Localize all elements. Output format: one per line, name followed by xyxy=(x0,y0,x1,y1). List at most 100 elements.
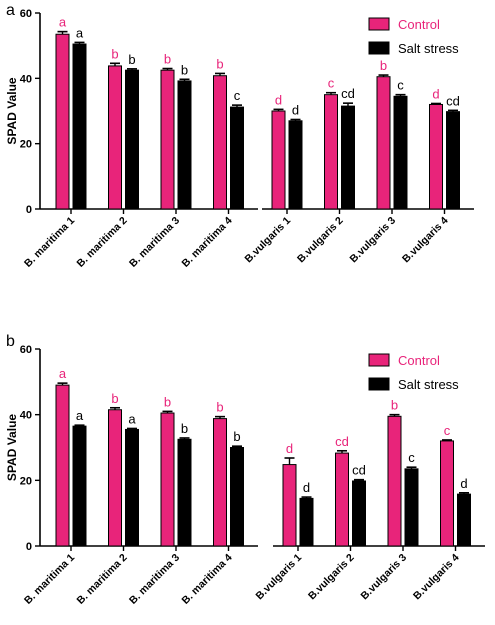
significance-label: cd xyxy=(352,463,366,478)
y-tick-label: 40 xyxy=(20,410,32,422)
y-tick-label: 60 xyxy=(20,344,32,356)
panel-letter: a xyxy=(6,2,15,19)
bar-salt-stress xyxy=(352,480,366,547)
bar-control xyxy=(271,110,286,210)
x-tick-label: B.vulgaris 4 xyxy=(400,215,451,266)
significance-label: d xyxy=(275,92,282,107)
bar-salt-stress xyxy=(446,111,460,210)
significance-label: cd xyxy=(446,93,460,108)
significance-label: b xyxy=(164,394,171,409)
bar-salt-stress xyxy=(125,69,139,210)
significance-label: cd xyxy=(335,434,349,449)
x-tick-label: B. maritima 2 xyxy=(75,552,130,607)
significance-label: cd xyxy=(341,86,355,101)
x-tick-label: B. maritima 1 xyxy=(22,215,77,270)
significance-label: d xyxy=(460,476,467,491)
x-tick-label: B.vulgaris 3 xyxy=(348,215,399,266)
bar-salt-stress xyxy=(299,497,314,547)
x-tick-label: B. maritima 4 xyxy=(180,215,235,270)
significance-label: b xyxy=(181,421,188,436)
legend-swatch xyxy=(368,17,390,31)
x-tick-label: B. maritima 2 xyxy=(75,215,130,270)
significance-label: c xyxy=(397,78,404,93)
significance-label: b xyxy=(380,58,387,73)
significance-label: a xyxy=(59,15,67,30)
y-tick-label: 20 xyxy=(20,139,32,151)
bar-control xyxy=(282,464,297,547)
bar-control xyxy=(55,384,70,547)
significance-label: b xyxy=(164,52,171,67)
legend-swatch xyxy=(368,41,390,55)
x-tick-label: B.vulgaris 1 xyxy=(254,552,305,603)
x-tick-label: B.vulgaris 1 xyxy=(243,215,294,266)
bar-salt-stress xyxy=(177,80,192,210)
y-tick-label: 20 xyxy=(20,475,32,487)
y-tick-label: 0 xyxy=(26,204,32,216)
bar-salt-stress xyxy=(341,105,355,210)
bar-salt-stress xyxy=(404,468,419,547)
legend-swatch xyxy=(368,353,390,367)
bar-control xyxy=(55,33,70,210)
bar-salt-stress xyxy=(72,43,87,210)
x-tick-label: B. maritima 3 xyxy=(127,552,182,607)
y-axis-label: SPAD Value xyxy=(5,414,19,481)
bar-salt-stress xyxy=(230,447,244,547)
x-tick-label: B.vulgaris 2 xyxy=(306,552,357,603)
significance-label: b xyxy=(233,429,240,444)
significance-label: d xyxy=(303,480,310,495)
bar-control xyxy=(335,452,349,547)
bar-control xyxy=(213,418,227,547)
x-tick-label: B. maritima 3 xyxy=(127,215,182,270)
x-tick-label: B.vulgaris 2 xyxy=(295,215,346,266)
bar-control xyxy=(108,409,122,547)
significance-label: c xyxy=(234,88,241,103)
significance-label: b xyxy=(216,400,223,415)
x-tick-label: B. maritima 4 xyxy=(180,552,235,607)
legend-entry: Salt stress xyxy=(398,377,459,392)
bar-control xyxy=(160,412,175,547)
significance-label: b xyxy=(181,62,188,77)
x-tick-label: B.vulgaris 4 xyxy=(411,552,462,603)
bar-control xyxy=(324,94,338,210)
y-tick-label: 40 xyxy=(20,73,32,85)
significance-label: a xyxy=(59,366,67,381)
bar-control xyxy=(108,65,122,210)
bar-control xyxy=(213,75,227,210)
significance-label: d xyxy=(286,441,293,456)
significance-label: c xyxy=(408,450,415,465)
significance-label: b xyxy=(111,391,118,406)
bar-salt-stress xyxy=(457,493,471,547)
bar-control xyxy=(387,415,402,547)
significance-label: b xyxy=(216,56,223,71)
bar-salt-stress xyxy=(125,428,139,547)
bar-control xyxy=(376,76,391,210)
panel-letter: b xyxy=(6,333,15,350)
significance-label: c xyxy=(444,423,451,438)
significance-label: a xyxy=(76,408,84,423)
y-axis-label: SPAD Value xyxy=(5,77,19,144)
bar-salt-stress xyxy=(230,106,244,210)
legend-swatch xyxy=(368,377,390,391)
bar-control xyxy=(160,69,175,210)
significance-label: a xyxy=(128,411,136,426)
bar-salt-stress xyxy=(393,95,408,210)
legend-entry: Control xyxy=(398,17,440,32)
bar-salt-stress xyxy=(288,120,303,210)
significance-label: b xyxy=(111,46,118,61)
significance-label: b xyxy=(128,52,135,67)
y-tick-label: 60 xyxy=(20,8,32,20)
significance-label: a xyxy=(76,25,84,40)
x-tick-label: B. maritima 1 xyxy=(22,552,77,607)
chart-panel-b: b SPAD Value 0 20 40 60 B. maritima 1 a a B. mari… xyxy=(5,333,485,607)
bar-control xyxy=(440,440,454,547)
significance-label: d xyxy=(432,86,439,101)
y-tick-label: 0 xyxy=(26,541,32,553)
x-tick-label: B.vulgaris 3 xyxy=(359,552,410,603)
significance-label: c xyxy=(328,76,335,91)
legend-entry: Control xyxy=(398,353,440,368)
legend-entry: Salt stress xyxy=(398,41,459,56)
bar-salt-stress xyxy=(72,425,87,547)
significance-label: b xyxy=(391,398,398,413)
